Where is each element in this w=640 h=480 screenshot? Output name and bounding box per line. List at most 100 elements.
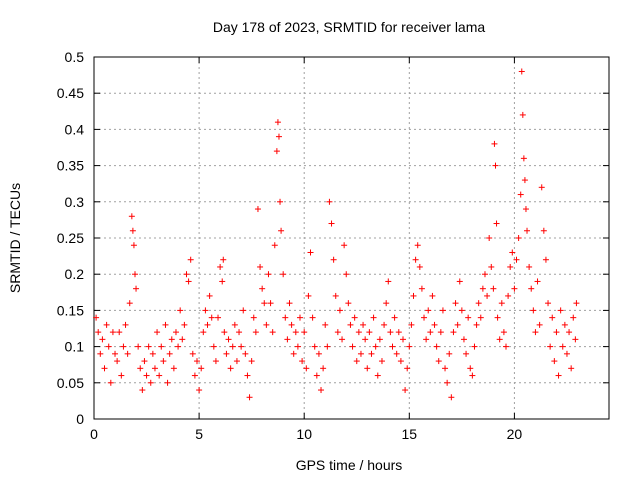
- data-point: [292, 329, 299, 336]
- data-point: [427, 329, 434, 336]
- data-point: [215, 314, 222, 321]
- data-point: [200, 329, 207, 336]
- data-point: [183, 271, 190, 278]
- data-point: [284, 336, 291, 343]
- y-tick-label: 0.25: [57, 230, 84, 246]
- data-point: [290, 350, 297, 357]
- data-point: [206, 292, 213, 299]
- data-point: [551, 358, 558, 365]
- data-point: [442, 365, 449, 372]
- data-point: [437, 329, 444, 336]
- data-point: [177, 307, 184, 314]
- data-point: [151, 365, 158, 372]
- data-point: [563, 350, 570, 357]
- data-point: [570, 314, 577, 321]
- x-axis-label: GPS time / hours: [296, 457, 403, 473]
- data-point: [479, 285, 486, 292]
- data-point: [573, 300, 580, 307]
- data-point: [372, 343, 379, 350]
- data-point: [97, 350, 104, 357]
- data-point: [526, 263, 533, 270]
- data-point: [170, 365, 177, 372]
- data-point: [229, 343, 236, 350]
- data-point: [231, 321, 238, 328]
- data-point: [118, 372, 125, 379]
- data-point: [109, 329, 116, 336]
- data-point: [494, 314, 501, 321]
- data-point: [198, 365, 205, 372]
- data-point: [435, 358, 442, 365]
- data-point: [282, 314, 289, 321]
- x-tick-label: 0: [90, 426, 98, 442]
- data-point: [263, 321, 270, 328]
- data-point: [395, 329, 402, 336]
- data-point: [545, 300, 552, 307]
- data-point: [362, 336, 369, 343]
- data-point: [160, 358, 167, 365]
- data-point: [397, 358, 404, 365]
- data-point: [492, 162, 499, 169]
- data-point: [334, 329, 341, 336]
- data-point: [328, 220, 335, 227]
- data-point: [301, 329, 308, 336]
- data-point: [141, 358, 148, 365]
- data-point: [240, 307, 247, 314]
- data-point: [446, 350, 453, 357]
- data-point: [383, 300, 390, 307]
- data-point: [469, 372, 476, 379]
- data-point: [572, 336, 579, 343]
- x-tick-label: 20: [507, 426, 523, 442]
- data-point: [162, 321, 169, 328]
- data-point: [120, 343, 127, 350]
- data-point: [299, 358, 306, 365]
- data-point: [168, 336, 175, 343]
- data-point: [324, 343, 331, 350]
- data-point: [223, 350, 230, 357]
- data-point: [355, 329, 362, 336]
- data-point: [246, 394, 253, 401]
- data-point: [421, 314, 428, 321]
- data-point: [530, 307, 537, 314]
- y-axis-label: SRMTID / TECUs: [7, 183, 23, 293]
- data-point: [147, 379, 154, 386]
- data-point: [236, 329, 243, 336]
- data-point: [267, 300, 274, 307]
- data-point: [423, 336, 430, 343]
- data-point: [126, 300, 133, 307]
- data-point: [107, 379, 114, 386]
- y-axis: 0 0.05 0.1 0.15 0.2 0.25 0.3 0.35 0.4 0.45 0.5: [57, 49, 609, 427]
- data-point: [202, 307, 209, 314]
- data-point: [242, 350, 249, 357]
- data-point: [252, 329, 259, 336]
- data-point: [412, 256, 419, 263]
- data-point: [277, 198, 284, 205]
- y-tick-label: 0.45: [57, 85, 84, 101]
- data-point: [259, 285, 266, 292]
- data-point: [557, 307, 564, 314]
- data-point: [517, 191, 524, 198]
- data-point: [191, 372, 198, 379]
- data-point: [519, 111, 526, 118]
- data-point: [444, 379, 451, 386]
- data-point: [158, 343, 165, 350]
- data-point: [322, 321, 329, 328]
- data-point: [475, 300, 482, 307]
- data-point: [524, 227, 531, 234]
- data-point: [254, 206, 261, 213]
- y-tick-label: 0.3: [65, 194, 85, 210]
- data-point: [496, 336, 503, 343]
- data-point: [370, 314, 377, 321]
- data-point: [481, 271, 488, 278]
- data-point: [542, 256, 549, 263]
- data-point: [385, 278, 392, 285]
- data-point: [179, 336, 186, 343]
- data-point: [265, 271, 272, 278]
- data-point: [318, 387, 325, 394]
- data-point: [433, 343, 440, 350]
- y-tick-label: 0.1: [65, 339, 85, 355]
- data-point: [250, 314, 257, 321]
- data-point: [404, 365, 411, 372]
- data-point: [307, 249, 314, 256]
- data-point: [400, 336, 406, 343]
- data-point: [368, 350, 375, 357]
